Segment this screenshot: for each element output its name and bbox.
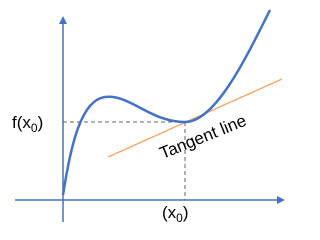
function-curve <box>61 9 272 196</box>
label-subscript: 0 <box>176 211 183 225</box>
label-end: ) <box>38 113 44 132</box>
x-label: (x0) <box>162 203 189 225</box>
tangent-label: Tangent line <box>157 111 249 163</box>
label-end: ) <box>183 203 189 222</box>
function-label: f(x0) <box>12 113 43 135</box>
tangent-line <box>107 78 283 158</box>
diagram: f(x0) (x0) Tangent line <box>12 9 285 225</box>
label-main: (x <box>162 203 177 222</box>
label-subscript: 0 <box>31 121 38 135</box>
label-main: f(x <box>12 113 31 132</box>
